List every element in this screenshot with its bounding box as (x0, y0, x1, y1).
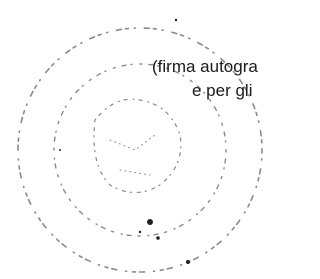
stamp-specks (59, 19, 190, 264)
stamp-emblem-detail (110, 135, 155, 175)
page: {"document": {"lines": ["(firma autogra"… (0, 0, 279, 279)
stamp (0, 0, 279, 279)
text-line: e per gli (192, 82, 252, 99)
stamp-emblem (94, 99, 181, 192)
text-line: (firma autogra (152, 58, 258, 75)
